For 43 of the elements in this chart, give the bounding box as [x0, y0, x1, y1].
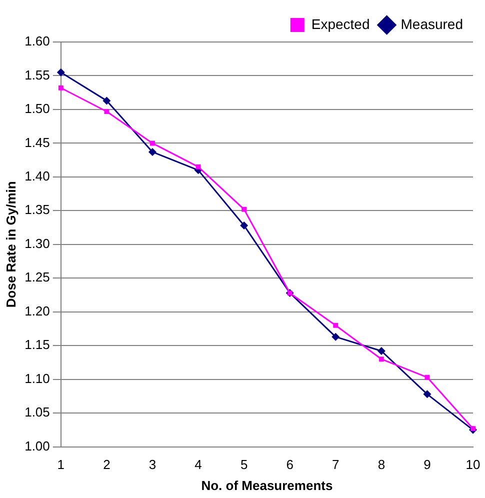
y-tick-label: 1.35: [24, 202, 50, 218]
y-tick-label: 1.00: [24, 438, 50, 454]
x-tick-label: 5: [240, 457, 248, 472]
point: [196, 164, 201, 170]
point: [56, 68, 65, 76]
point: [240, 222, 248, 230]
y-tick-label: 1.25: [24, 270, 50, 285]
x-tick-label: 10: [466, 457, 480, 472]
point: [58, 85, 64, 90]
legend-label: Expected: [311, 16, 370, 32]
point: [470, 426, 476, 432]
point: [150, 140, 155, 146]
x-tick-label: 1: [57, 457, 65, 472]
y-tick-label: 1.60: [24, 34, 50, 49]
x-tick-label: 9: [424, 457, 431, 472]
y-axis-title: Dose Rate in Gy/min: [3, 181, 18, 308]
y-tick-label: 1.50: [24, 101, 50, 116]
x-tick-label: 3: [148, 457, 156, 472]
x-tick-label: 2: [103, 457, 110, 472]
y-tick-label: 1.30: [24, 236, 50, 251]
x-axis-title: No. of Measurements: [201, 478, 333, 493]
x-tick-label: 8: [378, 457, 386, 472]
y-tick-label: 1.15: [24, 337, 50, 352]
point: [242, 206, 247, 212]
point: [378, 356, 384, 362]
y-tick-label: 1.40: [24, 168, 50, 184]
y-tick-label: 1.20: [24, 303, 50, 318]
legend-label: Measured: [400, 16, 464, 32]
x-tick-label: 4: [194, 457, 202, 472]
x-tick-label: 7: [332, 457, 340, 472]
point: [333, 322, 338, 328]
point: [104, 109, 110, 114]
y-tick-label: 1.45: [24, 134, 50, 150]
x-tick-label: 6: [286, 457, 294, 472]
point: [377, 347, 386, 355]
point: [332, 332, 340, 341]
point: [102, 96, 111, 105]
point: [148, 148, 156, 156]
y-tick-label: 1.55: [24, 67, 50, 82]
point: [424, 374, 430, 380]
y-tick-label: 1.10: [24, 370, 50, 386]
point: [423, 390, 432, 398]
y-tick-label: 1.05: [24, 404, 50, 420]
